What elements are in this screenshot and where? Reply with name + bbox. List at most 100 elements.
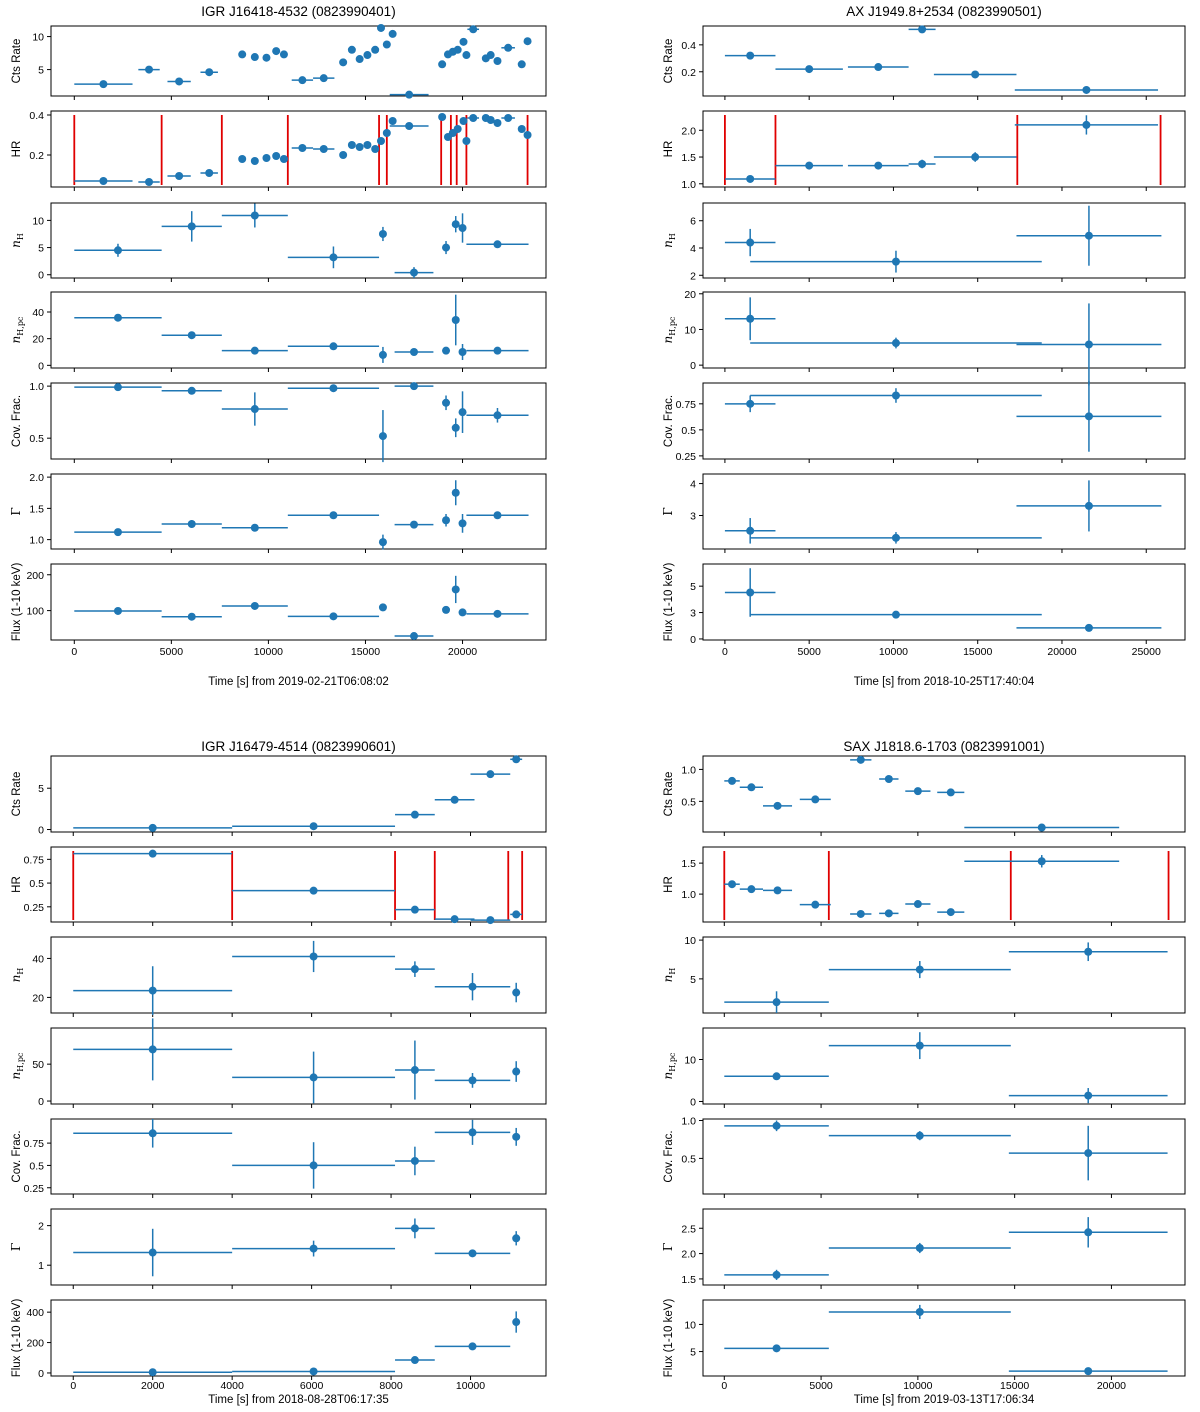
data-marker [915,1244,924,1253]
data-marker [250,405,259,414]
data-marker [468,1249,477,1258]
data-point [232,1367,396,1376]
data-point [466,407,529,423]
data-marker [339,58,348,67]
data-point [232,940,396,973]
data-marker [884,774,893,783]
data-point [724,1344,829,1353]
data-point [221,523,288,532]
x-tick-label: 10000 [903,1380,932,1392]
y-tick-label: 0.25 [24,902,45,914]
data-marker [309,1161,318,1170]
data-point [73,1228,233,1277]
data-point [74,528,162,537]
data-point [363,141,372,149]
y-tick-label: 1.5 [29,503,44,515]
panel-7: 0 3 5 0 5000 10000 15000 20000 25000 Flux (1-10 k… [663,563,1186,658]
data-point [933,152,1017,162]
data-point [287,342,380,351]
data-point [724,1072,829,1081]
data-point [395,905,435,914]
data-marker [493,346,502,355]
y-axis-label: Cts Rate [11,772,23,817]
data-point [724,991,829,1013]
data-marker [298,144,307,152]
y-axis-label: nH,pc [661,1052,677,1079]
data-marker [523,37,532,46]
data-point [395,961,435,977]
y-tick-label: 0.2 [681,67,696,79]
data-marker [309,1367,318,1376]
data-marker [410,632,418,641]
data-point [486,51,495,60]
y-tick-label: 0.5 [681,796,696,808]
data-marker [250,346,259,355]
data-point [262,53,271,62]
y-tick-label: 6 [690,216,696,228]
data-marker [410,1356,419,1365]
y-tick-label: 100 [26,606,44,618]
data-point [512,1311,521,1333]
data-marker [517,60,526,69]
data-marker [319,74,328,83]
data-point [161,520,222,528]
y-tick-label: 1.5 [681,858,696,870]
data-marker [918,25,927,34]
data-marker [279,50,288,59]
data-point [933,70,1017,79]
data-point [434,973,511,1001]
data-marker [450,915,459,924]
data-marker [329,253,338,262]
y-tick-label: 10 [684,324,696,336]
data-marker [1084,1367,1093,1376]
y-axis-label: Cts Rate [11,39,23,84]
x-tick-label: 15000 [351,646,380,658]
x-axis-label: Time [s] from 2018-08-28T06:17:35 [208,1394,388,1406]
data-point [1016,623,1162,632]
data-marker [512,1067,521,1076]
data-point [908,159,936,169]
panel-frame [702,1208,1186,1286]
panel-3: 0 5 10 nH [9,202,547,282]
data-marker [1037,857,1046,866]
data-point [458,514,467,533]
data-marker [1084,947,1093,956]
data-marker [363,51,372,60]
data-point [394,267,434,278]
data-marker [451,585,460,594]
x-tick-label: 8000 [379,1380,403,1392]
y-axis-label: Cov. Frac. [11,395,23,447]
panel-frame [702,202,1186,279]
data-marker [205,68,214,77]
data-point [467,25,480,34]
data-point [724,1269,829,1280]
data-point [466,240,529,249]
data-marker [772,1344,781,1353]
data-point [279,155,288,163]
data-marker [187,612,196,621]
data-point [291,76,314,85]
data-marker [450,795,459,804]
x-tick-label: 10000 [456,1380,485,1392]
data-point [272,152,281,160]
x-tick-label: 6000 [300,1380,324,1392]
data-point [493,57,502,65]
data-marker [250,157,259,165]
data-point [339,58,348,67]
data-marker [512,1318,521,1327]
data-marker [772,1270,781,1279]
data-point [138,178,160,186]
x-tick-label: 10000 [879,646,908,658]
data-marker [187,331,196,340]
panel-frame [702,1118,1186,1195]
data-point [847,161,909,170]
data-point [138,65,160,74]
data-marker [382,129,391,137]
data-marker [458,608,467,617]
data-point [238,155,247,163]
data-point [501,114,515,122]
data-point [501,43,515,52]
data-point [828,961,1011,979]
